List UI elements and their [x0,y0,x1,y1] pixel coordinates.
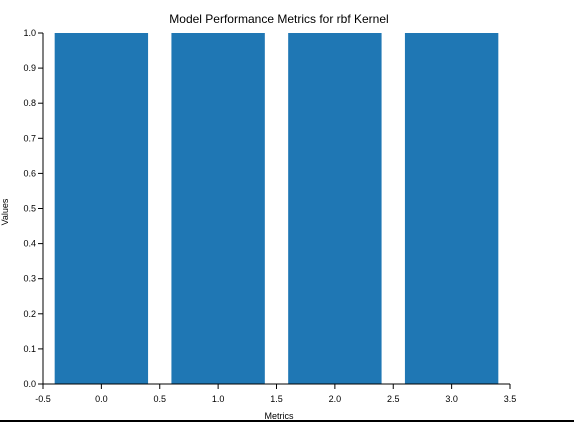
bar-2 [288,33,382,384]
chart-title: Model Performance Metrics for rbf Kernel [169,12,388,26]
x-axis-title: Metrics [265,411,294,421]
y-tick-label: 0.6 [23,168,36,178]
bar-0 [54,33,149,384]
y-tick-label: 0.4 [23,239,36,249]
y-axis: 0.0 0.1 0.2 0.3 0.4 0.5 0.6 0.7 0.8 0.9 1.0 [23,28,44,389]
y-tick-label: 0.5 [23,204,36,214]
y-tick-label: 0.7 [23,133,36,143]
x-tick-label: 3.0 [445,394,458,404]
bar-1 [171,33,265,384]
y-tick-label: 0.0 [23,379,36,389]
y-axis-title: Values [0,198,10,225]
x-tick-label: 1.0 [212,394,225,404]
y-tick-label: 0.1 [23,344,36,354]
y-tick-label: 0.3 [23,274,36,284]
x-tick-label: 0.0 [95,394,108,404]
x-tick-label: 1.5 [270,394,283,404]
y-tick-label: 1.0 [23,28,36,38]
x-tick-label: -0.5 [35,394,51,404]
bar-3 [404,33,499,384]
y-tick-label: 0.2 [23,309,36,319]
y-tick-label: 0.8 [23,98,36,108]
bottom-border [0,420,574,422]
x-tick-label: 0.5 [153,394,166,404]
x-axis: -0.5 0.0 0.5 1.0 1.5 2.0 2.5 3.0 3.5 [35,383,517,404]
y-tick-label: 0.9 [23,63,36,73]
x-tick-label: 3.5 [504,394,517,404]
x-tick-label: 2.5 [387,394,400,404]
x-tick-label: 2.0 [329,394,342,404]
bars-group [54,33,499,384]
